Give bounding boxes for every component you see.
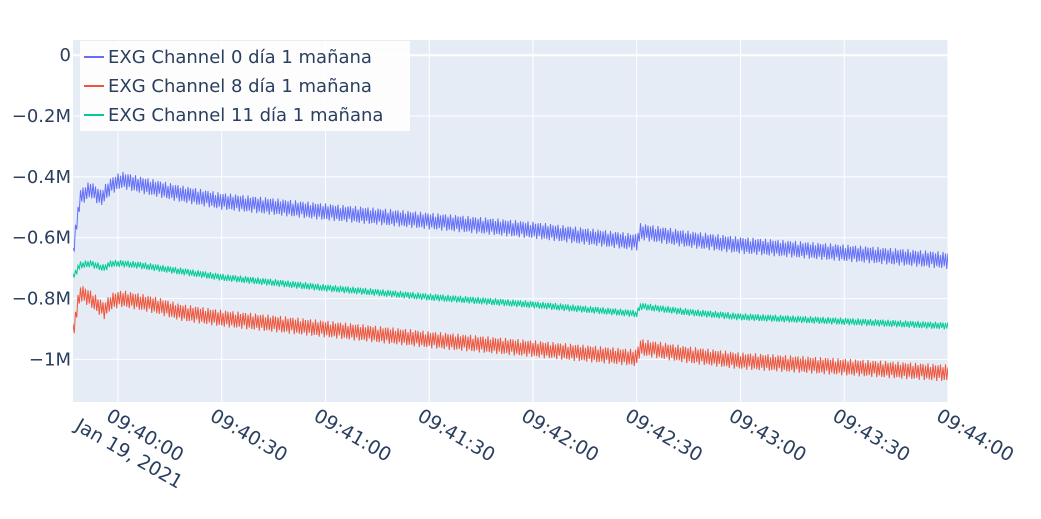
x-tick-label-2: 09:41:00 xyxy=(310,405,395,467)
x-tick-3: 09:41:30 xyxy=(414,405,499,467)
y-tick-label-4: −0.8M xyxy=(12,289,71,310)
legend-background xyxy=(80,41,410,131)
x-tick-4: 09:42:00 xyxy=(518,405,603,467)
x-tick-1: 09:40:30 xyxy=(206,405,291,467)
y-axis-ticks: 0 −0.2M −0.4M −0.6M −0.8M −1M xyxy=(12,45,71,370)
legend-item-2[interactable]: EXG Channel 11 día 1 mañana xyxy=(84,105,383,126)
x-tick-label-8: 09:44:00 xyxy=(933,405,1018,467)
y-tick-label-2: −0.4M xyxy=(12,167,71,188)
legend-label-1: EXG Channel 8 día 1 mañana xyxy=(108,76,372,97)
x-tick-6: 09:43:00 xyxy=(725,405,810,467)
y-tick-label-1: −0.2M xyxy=(12,106,71,127)
x-tick-2: 09:41:00 xyxy=(310,405,395,467)
x-tick-label-1: 09:40:30 xyxy=(206,405,291,467)
x-tick-label-6: 09:43:00 xyxy=(725,405,810,467)
x-tick-8: 09:44:00 xyxy=(933,405,1018,467)
series-line-1 xyxy=(73,286,948,381)
legend-label-2: EXG Channel 11 día 1 mañana xyxy=(108,105,383,126)
legend[interactable]: EXG Channel 0 día 1 mañana EXG Channel 8… xyxy=(80,41,410,131)
x-tick-label-7: 09:43:30 xyxy=(829,405,914,467)
x-tick-7: 09:43:30 xyxy=(829,405,914,467)
series-layer xyxy=(73,171,948,381)
y-tick-label-3: −0.6M xyxy=(12,228,71,249)
series-line-0 xyxy=(73,171,948,270)
series-line-2 xyxy=(73,259,948,330)
y-tick-label-0: 0 xyxy=(60,45,71,66)
legend-item-0[interactable]: EXG Channel 0 día 1 mañana xyxy=(84,47,372,68)
x-tick-label-3: 09:41:30 xyxy=(414,405,499,467)
x-tick-5: 09:42:30 xyxy=(621,405,706,467)
legend-item-1[interactable]: EXG Channel 8 día 1 mañana xyxy=(84,76,372,97)
x-tick-label-4: 09:42:00 xyxy=(518,405,603,467)
y-tick-label-5: −1M xyxy=(29,349,71,370)
x-tick-label-5: 09:42:30 xyxy=(621,405,706,467)
legend-label-0: EXG Channel 0 día 1 mañana xyxy=(108,47,372,68)
